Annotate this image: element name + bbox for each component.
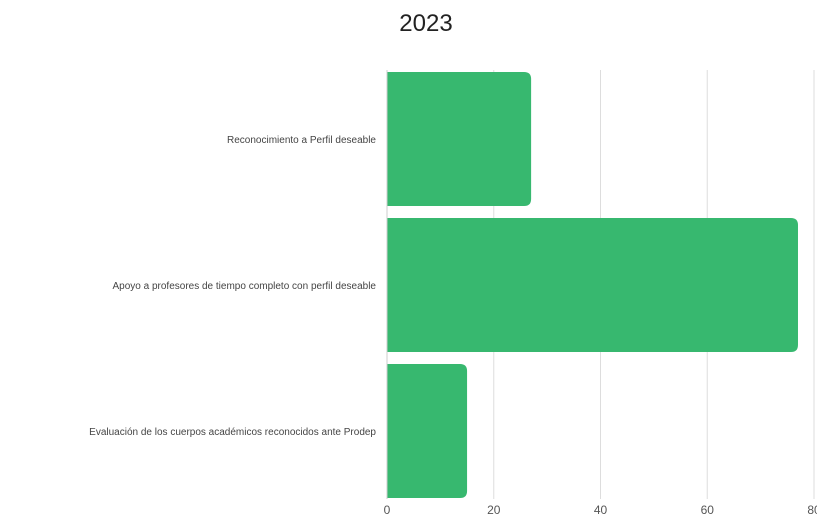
category-label: Reconocimiento a Perfil deseable <box>227 135 376 146</box>
x-tick-label: 60 <box>701 503 715 514</box>
category-label: Evaluación de los cuerpos académicos rec… <box>89 427 376 438</box>
x-tick-labels: 0 20 40 60 80 <box>384 503 817 514</box>
bar <box>387 364 468 498</box>
category-labels: Reconocimiento a Perfil deseable Apoyo a … <box>89 135 376 438</box>
x-tick-label: 0 <box>384 503 391 514</box>
bars <box>387 72 798 498</box>
chart-title: 2023 <box>399 10 453 37</box>
x-tick-label: 40 <box>594 503 608 514</box>
x-tick-label: 80 <box>807 503 817 514</box>
bar <box>387 218 798 352</box>
bar <box>387 72 532 206</box>
x-tick-label: 20 <box>487 503 501 514</box>
category-label: Apoyo a profesores de tiempo completo co… <box>113 281 377 292</box>
